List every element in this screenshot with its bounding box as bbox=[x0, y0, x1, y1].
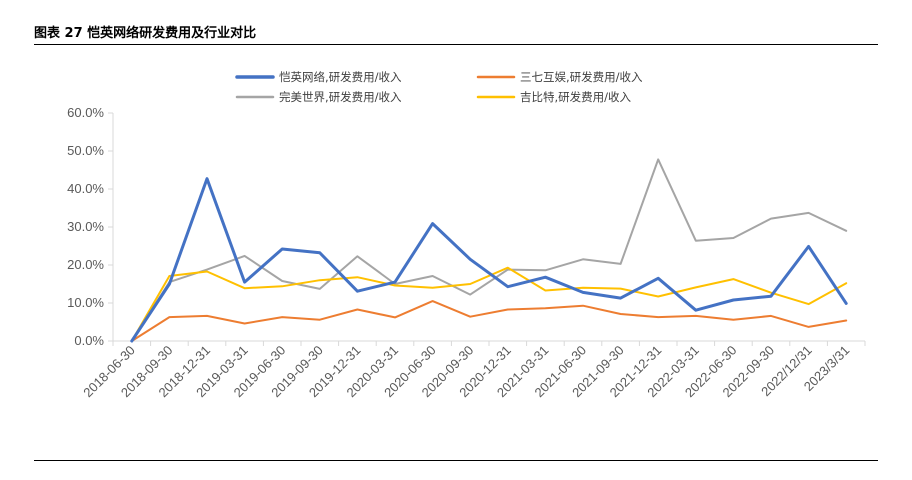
y-axis: 0.0% 10.0% 20.0% 30.0% 40.0% 50.0% 60.0% bbox=[67, 105, 114, 348]
legend-label: 吉比特,研发费用/收入 bbox=[520, 90, 632, 104]
y-tick-label: 60.0% bbox=[67, 105, 104, 120]
series-layer bbox=[130, 158, 848, 343]
y-tick-label: 40.0% bbox=[67, 181, 104, 196]
x-axis: 2018-06-302018-09-302018-12-312019-03-31… bbox=[80, 340, 866, 400]
y-tick-label: 10.0% bbox=[67, 295, 104, 310]
y-tick-label: 50.0% bbox=[67, 143, 104, 158]
legend-label: 三七互娱,研发费用/收入 bbox=[520, 70, 643, 84]
figure-title: 图表 27 恺英网络研发费用及行业对比 bbox=[34, 26, 257, 41]
series-line bbox=[130, 266, 848, 342]
legend-label: 完美世界,研发费用/收入 bbox=[279, 90, 402, 104]
series-line bbox=[130, 158, 848, 342]
footer-rule bbox=[34, 460, 878, 461]
y-tick-label: 0.0% bbox=[74, 333, 104, 348]
series-line bbox=[130, 300, 848, 342]
title-rule bbox=[34, 44, 878, 45]
legend-label: 恺英网络,研发费用/收入 bbox=[279, 70, 402, 84]
series-line bbox=[130, 177, 848, 343]
y-tick-label: 20.0% bbox=[67, 257, 104, 272]
y-tick-label: 30.0% bbox=[67, 219, 104, 234]
